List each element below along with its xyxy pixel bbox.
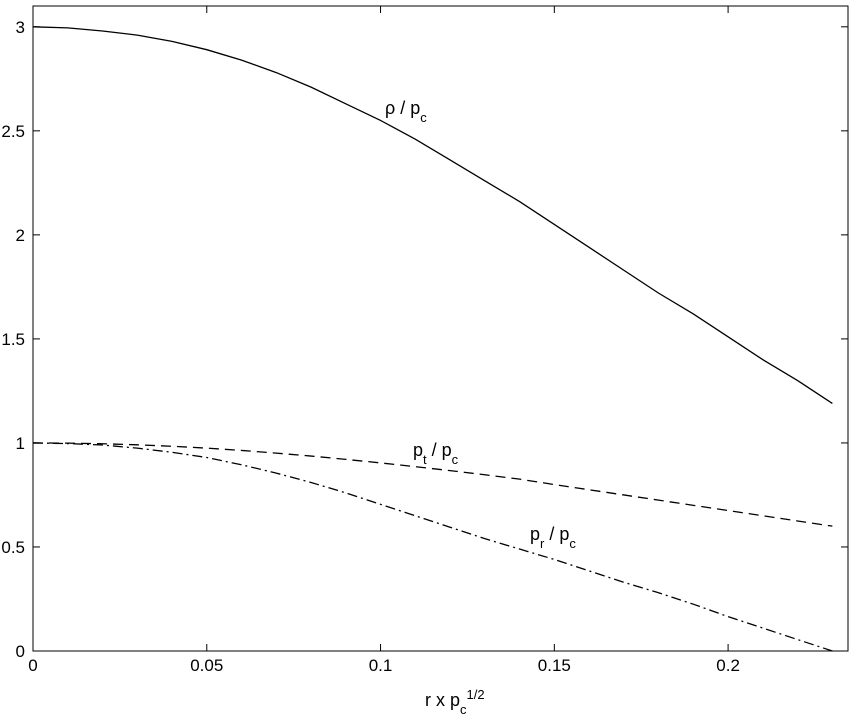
x-axis-label-part: r x p [425, 690, 460, 710]
y-tick-label: 1.5 [1, 330, 25, 349]
series-line [32, 26, 833, 404]
y-tick-label: 1 [16, 434, 25, 453]
x-axis-label-part: c [460, 702, 467, 717]
series-label-part: t [423, 452, 427, 467]
y-tick-label: 0 [16, 642, 25, 661]
x-tick-label: 0.1 [369, 656, 393, 675]
x-tick-label: 0 [28, 656, 37, 675]
series-label-part: r [540, 536, 545, 551]
y-tick-label: 2.5 [1, 122, 25, 141]
series-label-part: c [569, 536, 576, 551]
x-axis-label: r x pc1/2 [425, 687, 485, 717]
series-line [32, 442, 833, 527]
series-label-part: c [452, 452, 459, 467]
series-label: ρ / pc [385, 98, 427, 125]
series-label-part: c [420, 110, 427, 125]
y-tick-label: 0.5 [1, 538, 25, 557]
y-tick-label: 3 [16, 18, 25, 37]
x-tick-label: 0.05 [190, 656, 223, 675]
x-tick-label: 0.15 [538, 656, 571, 675]
x-axis-label-part: 1/2 [467, 687, 485, 702]
series-label-part: / p [427, 440, 452, 460]
series-label-part: / p [544, 524, 569, 544]
series-label-part: p [413, 440, 423, 460]
series-label-part: p [530, 524, 540, 544]
series-label: pr / pc [530, 524, 576, 551]
series-label: pt / pc [413, 440, 459, 467]
plot-frame [32, 5, 849, 652]
y-tick-label: 2 [16, 226, 25, 245]
x-tick-label: 0.2 [716, 656, 740, 675]
series-label-part: ρ / p [385, 98, 420, 118]
series-line [32, 442, 833, 652]
